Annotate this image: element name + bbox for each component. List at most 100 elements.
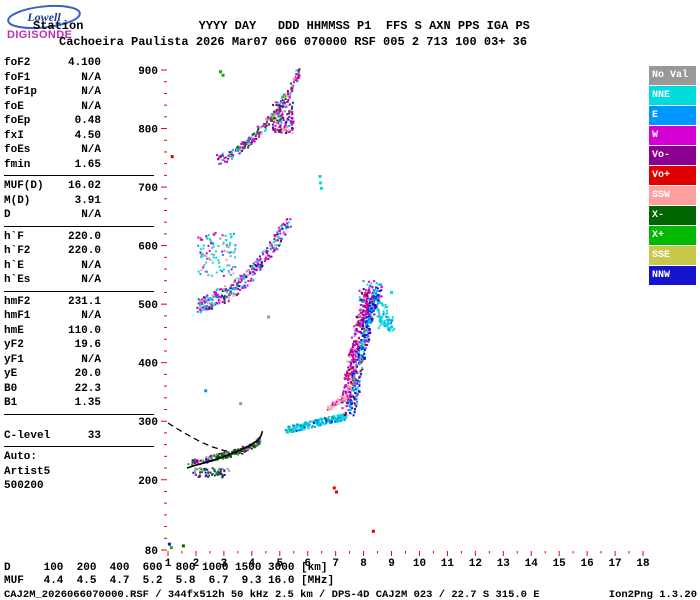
- param-value: 110.0: [67, 324, 101, 337]
- legend-item-vop: Vo+: [649, 166, 696, 185]
- param-label: foF2: [4, 57, 31, 69]
- param-row: C-level 33: [4, 429, 154, 444]
- x-tick-label: 16: [581, 558, 594, 570]
- param-group: MUF(D) 16.02 M(D) 3.91 D N/A: [4, 175, 154, 226]
- param-label: hmE: [4, 324, 24, 337]
- param-label: h`E: [4, 259, 24, 272]
- param-label: foEp: [4, 115, 31, 127]
- y-tick-label: 80: [145, 546, 158, 558]
- param-label: h`F2: [4, 245, 31, 257]
- parameter-panel: foF2 4.100 foF1 N/A foF1p N/A foE N/A foEp 0.48 fx…: [4, 53, 154, 497]
- param-label: yF2: [4, 339, 24, 351]
- muf-row: MUF 4.4 4.5 4.7 5.2 5.8 6.7 9.3 16.0 [MH…: [4, 575, 335, 587]
- param-row: Auto:: [4, 450, 154, 465]
- y-tick-label: 200: [138, 476, 158, 488]
- y-tick-label: 900: [138, 66, 158, 78]
- param-value: 22.3: [74, 382, 101, 395]
- legend-item-xp: X+: [649, 226, 696, 245]
- legend-item-ssw: SSW: [649, 186, 696, 205]
- param-value: 231.1: [67, 295, 101, 308]
- param-row: h`F 220.0: [4, 230, 154, 245]
- param-label: Auto:: [4, 451, 38, 463]
- artist-trace-lines: [167, 422, 264, 469]
- param-label: 500200: [4, 480, 44, 492]
- param-label: foEs: [4, 144, 31, 156]
- param-group: Auto: Artist5 500200: [4, 446, 154, 497]
- param-label: fmin: [4, 158, 31, 171]
- param-value: N/A: [81, 259, 101, 272]
- param-label: hmF2: [4, 295, 31, 308]
- param-label: MUF(D): [4, 180, 44, 192]
- artist-solid-line: [186, 430, 264, 469]
- legend-item-w: W: [649, 126, 696, 145]
- y-tick-label: 600: [138, 242, 158, 254]
- param-label: h`Es: [4, 274, 31, 286]
- param-value: 1.35: [74, 397, 101, 409]
- param-row: foF1 N/A: [4, 71, 154, 86]
- param-value: 16.02: [67, 180, 101, 192]
- param-row: foEp 0.48: [4, 114, 154, 129]
- param-row: h`Es N/A: [4, 273, 154, 288]
- param-row: M(D) 3.91: [4, 194, 154, 209]
- param-label: h`F: [4, 230, 24, 243]
- param-row: foEs N/A: [4, 143, 154, 158]
- param-row: fxI 4.50: [4, 129, 154, 144]
- param-row: B0 22.3: [4, 382, 154, 397]
- logo-ellipse: [7, 4, 81, 30]
- logo-lowell-text: Lowell: [26, 10, 61, 24]
- x-tick-label: 3: [221, 558, 228, 570]
- param-value: N/A: [81, 310, 101, 322]
- x-tick-label: 5: [276, 558, 283, 570]
- param-value: N/A: [81, 86, 101, 98]
- param-group: foF2 4.100 foF1 N/A foF1p N/A foE N/A foEp 0.48 fx…: [4, 53, 154, 175]
- param-value: N/A: [81, 144, 101, 156]
- param-row: h`E N/A: [4, 259, 154, 274]
- color-legend: No Val NNE E W Vo- Vo+ SSW X- X+ SSE NNW: [649, 66, 696, 286]
- param-row: fmin 1.65: [4, 158, 154, 173]
- param-group: hmF2 231.1 hmF1 N/A hmE 110.0 yF2 19.6 yF1 N/A yE 2…: [4, 290, 154, 414]
- legend-item-xm: X-: [649, 206, 696, 225]
- x-tick-label: 8: [360, 558, 367, 570]
- legend-item-e: E: [649, 106, 696, 125]
- param-row: hmE 110.0: [4, 324, 154, 339]
- param-value: 4.50: [74, 129, 101, 142]
- param-value: 4.100: [67, 57, 101, 69]
- x-tick-label: 14: [525, 558, 539, 570]
- param-value: 220.0: [67, 245, 101, 257]
- param-value: 20.0: [74, 368, 101, 380]
- param-label: M(D): [4, 194, 31, 207]
- legend-item-sse: SSE: [649, 246, 696, 265]
- x-tick-label: 2: [193, 558, 200, 570]
- param-value: 220.0: [67, 230, 101, 243]
- y-tick-label: 300: [138, 417, 158, 429]
- param-value: N/A: [81, 274, 101, 286]
- x-tick-label: 17: [608, 558, 621, 570]
- param-value: N/A: [81, 353, 101, 366]
- param-group: h`F 220.0 h`F2 220.0 h`E N/A h`Es N/A: [4, 225, 154, 291]
- x-tick-label: 10: [413, 558, 426, 570]
- param-row: foF2 4.100: [4, 56, 154, 71]
- x-tick-label: 6: [304, 558, 311, 570]
- param-label: C-level: [4, 429, 51, 442]
- distance-row: D 100 200 400 600 800 1000 1500 3000 [km…: [4, 562, 328, 574]
- axis-ticks: [161, 69, 644, 556]
- y-tick-label: 400: [138, 359, 158, 371]
- param-row: MUF(D) 16.02: [4, 179, 154, 194]
- y-tick-label: 700: [138, 183, 158, 195]
- param-row: 500200: [4, 479, 154, 494]
- x-tick-label: 1: [165, 558, 172, 570]
- x-tick-label: 13: [497, 558, 511, 570]
- param-row: B1 1.35: [4, 396, 154, 411]
- param-row: D N/A: [4, 208, 154, 223]
- footer-version: Ion2Png 1.3.20: [608, 589, 697, 600]
- param-label: B0: [4, 382, 18, 395]
- param-row: hmF1 N/A: [4, 309, 154, 324]
- param-label: hmF1: [4, 310, 31, 322]
- footer-file-info: CAJ2M_2026066070000.RSF / 344fx512h 50 k…: [4, 589, 540, 600]
- param-label: foF1: [4, 71, 31, 84]
- logo-graphic: Lowell: [7, 4, 81, 30]
- param-value: 19.6: [74, 339, 101, 351]
- x-tick-label: 9: [388, 558, 395, 570]
- legend-item-noval: No Val: [649, 66, 696, 85]
